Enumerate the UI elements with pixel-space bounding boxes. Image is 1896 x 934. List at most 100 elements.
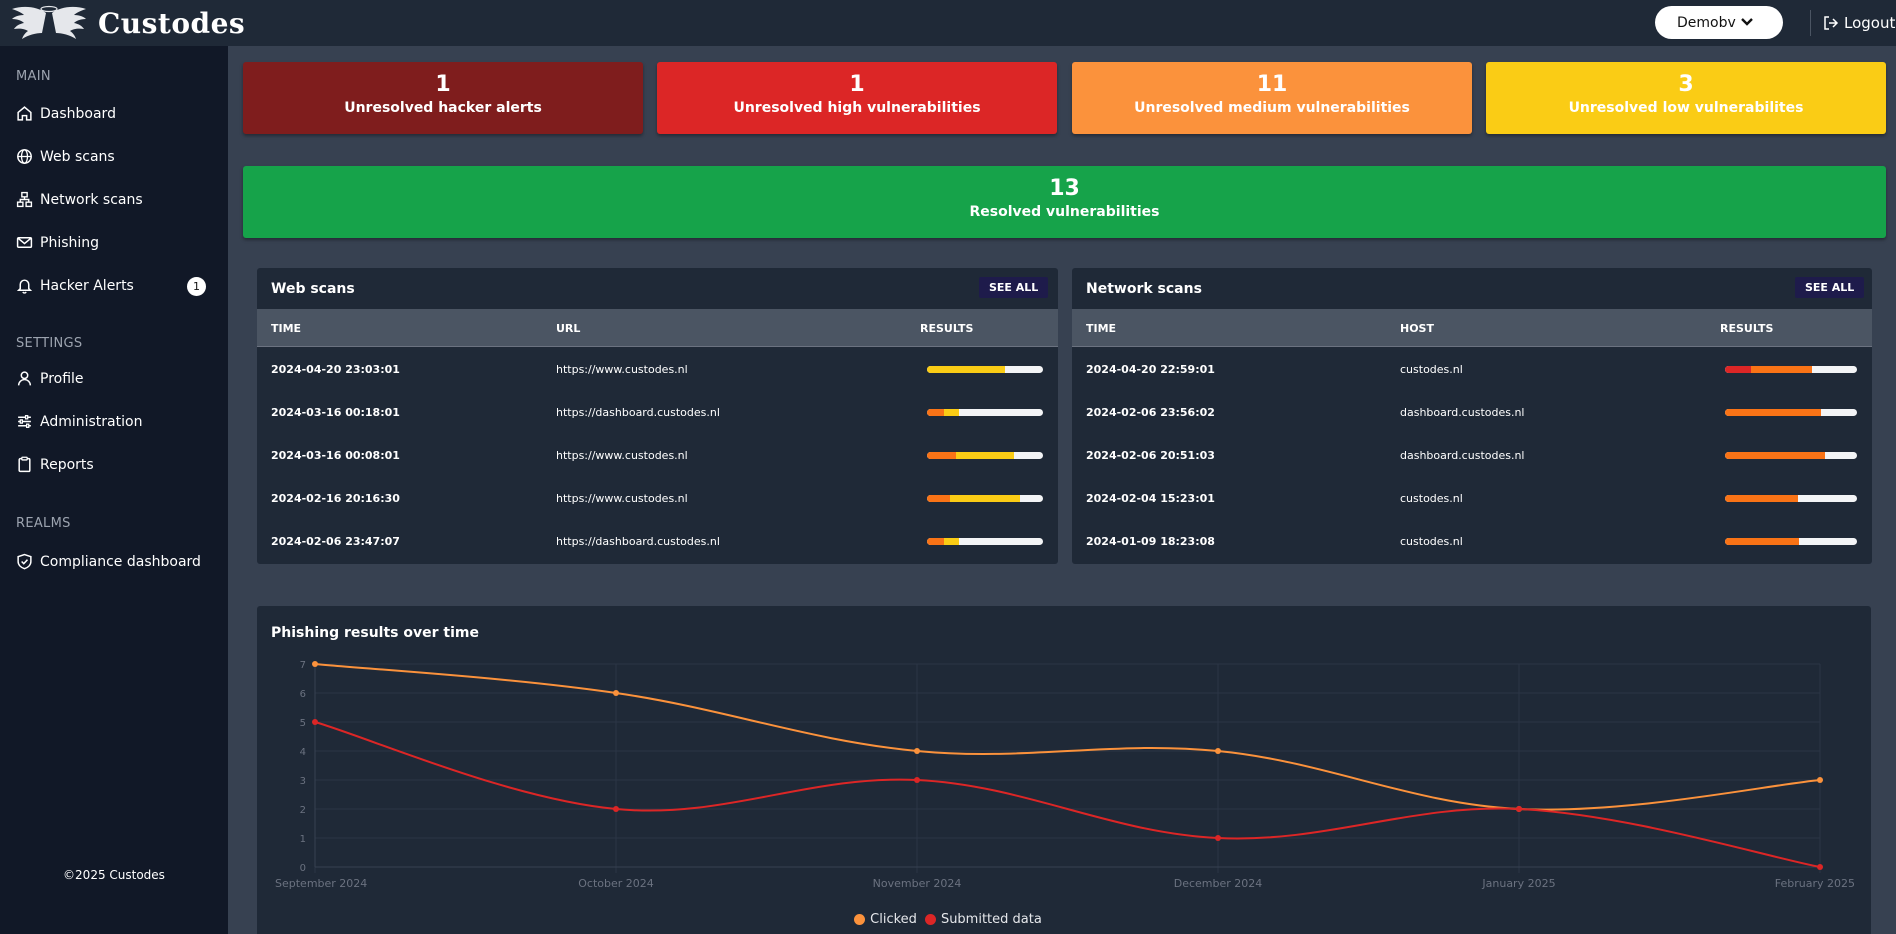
chart-legend: Clicked Submitted data bbox=[0, 912, 1896, 927]
chevron-down-icon bbox=[1741, 18, 1753, 26]
table-row[interactable]: 2024-01-09 18:23:08 custodes.nl bbox=[1072, 520, 1872, 563]
sidebar-item-profile[interactable]: Profile bbox=[0, 357, 228, 400]
column-header: TIME bbox=[1086, 322, 1117, 335]
realm-select[interactable]: Demobv bbox=[1655, 6, 1783, 39]
results-medium-segment bbox=[1725, 495, 1798, 502]
sidebar-item-label: Phishing bbox=[40, 234, 100, 251]
sidebar-item-phishing[interactable]: Phishing bbox=[0, 221, 228, 264]
web-scans-see-all-button[interactable]: SEE ALL bbox=[979, 277, 1049, 298]
table-row[interactable]: 2024-02-06 23:47:07 https://dashboard.cus… bbox=[257, 520, 1058, 563]
table-row[interactable]: 2024-02-06 20:51:03 dashboard.custodes.nl bbox=[1072, 434, 1872, 477]
network-icon bbox=[16, 191, 33, 208]
stat-label: Unresolved high vulnerabilities bbox=[733, 100, 981, 116]
sidebar-item-label: Compliance dashboard bbox=[40, 553, 201, 570]
results-bar bbox=[927, 409, 1043, 416]
hacker-alerts-badge: 1 bbox=[187, 277, 206, 296]
results-bar bbox=[1725, 409, 1857, 416]
column-header: URL bbox=[556, 322, 581, 335]
stat-value: 3 bbox=[1678, 72, 1694, 97]
table-row[interactable]: 2024-02-16 20:16:30 https://www.custodes.… bbox=[257, 477, 1058, 520]
scan-time: 2024-02-04 15:23:01 bbox=[1086, 492, 1215, 505]
results-medium-segment bbox=[927, 538, 945, 545]
table-header: TIME HOST RESULTS bbox=[1072, 309, 1872, 347]
results-medium-segment bbox=[927, 495, 951, 502]
shield-check-icon bbox=[17, 553, 32, 570]
home-icon bbox=[17, 106, 32, 121]
scan-host: custodes.nl bbox=[1400, 535, 1463, 548]
bell-icon bbox=[16, 279, 33, 294]
sliders-icon bbox=[18, 415, 31, 428]
sidebar-item-dashboard[interactable]: Dashboard bbox=[0, 92, 228, 135]
results-low-segment bbox=[944, 409, 960, 416]
sidebar-item-compliance-dashboard[interactable]: Compliance dashboard bbox=[0, 540, 228, 583]
scan-time: 2024-03-16 00:08:01 bbox=[271, 449, 400, 462]
sidebar-item-hacker-alerts[interactable]: Hacker Alerts 1 bbox=[0, 264, 228, 307]
legend-item-submitted-data[interactable]: Submitted data bbox=[924, 912, 1042, 927]
user-icon bbox=[17, 371, 32, 386]
sidebar-section-main: MAIN bbox=[16, 69, 51, 84]
sidebar: MAIN Dashboard Web scans Network scans P… bbox=[0, 46, 228, 934]
table-row[interactable]: 2024-04-20 22:59:01 custodes.nl bbox=[1072, 348, 1872, 391]
web-scans-panel: Web scans SEE ALL TIME URL RESULTS 2024-… bbox=[257, 268, 1058, 564]
sidebar-item-reports[interactable]: Reports bbox=[0, 443, 228, 486]
stat-card-hacker-alerts[interactable]: 1 Unresolved hacker alerts bbox=[243, 62, 643, 134]
logout-label: Logout bbox=[1844, 14, 1896, 32]
scan-host: dashboard.custodes.nl bbox=[1400, 406, 1525, 419]
stat-card-medium-vulnerabilities[interactable]: 11 Unresolved medium vulnerabilities bbox=[1072, 62, 1472, 134]
panel-title: Web scans bbox=[271, 281, 355, 297]
stat-value: 1 bbox=[849, 72, 865, 97]
scan-host: custodes.nl bbox=[1400, 363, 1463, 376]
network-scans-see-all-button[interactable]: SEE ALL bbox=[1795, 277, 1865, 298]
sidebar-item-label: Hacker Alerts bbox=[40, 277, 134, 294]
logout-icon bbox=[1824, 16, 1839, 30]
results-bar bbox=[927, 495, 1043, 502]
stat-label: Resolved vulnerabilities bbox=[969, 204, 1160, 220]
sidebar-item-label: Web scans bbox=[40, 148, 115, 165]
scan-host: custodes.nl bbox=[1400, 492, 1463, 505]
logout-button[interactable]: Logout bbox=[1810, 10, 1895, 36]
table-row[interactable]: 2024-02-06 23:56:02 dashboard.custodes.nl bbox=[1072, 391, 1872, 434]
legend-label: Clicked bbox=[870, 912, 917, 927]
results-bar bbox=[1725, 538, 1857, 545]
scan-host: dashboard.custodes.nl bbox=[1400, 449, 1525, 462]
sidebar-item-label: Reports bbox=[40, 456, 94, 473]
sidebar-item-administration[interactable]: Administration bbox=[0, 400, 228, 443]
globe-icon bbox=[17, 149, 32, 164]
stat-card-resolved-vulnerabilities[interactable]: 13 Resolved vulnerabilities bbox=[243, 166, 1886, 238]
scan-time: 2024-02-06 23:56:02 bbox=[1086, 406, 1215, 419]
panel-title: Network scans bbox=[1086, 281, 1202, 297]
chart-title: Phishing results over time bbox=[271, 625, 479, 641]
results-high-segment bbox=[1725, 366, 1752, 373]
brand-logo[interactable]: Custodes bbox=[10, 3, 245, 43]
copyright: ©2025 Custodes bbox=[63, 868, 165, 882]
top-bar: Custodes Demobv Logout bbox=[0, 0, 1896, 46]
scan-time: 2024-03-16 00:18:01 bbox=[271, 406, 400, 419]
stat-card-low-vulnerabilities[interactable]: 3 Unresolved low vulnerabilites bbox=[1486, 62, 1886, 134]
table-row[interactable]: 2024-04-20 23:03:01 https://www.custodes.… bbox=[257, 348, 1058, 391]
results-bar bbox=[927, 366, 1043, 373]
sidebar-item-web-scans[interactable]: Web scans bbox=[0, 135, 228, 178]
results-low-segment bbox=[950, 495, 1020, 502]
scan-time: 2024-04-20 23:03:01 bbox=[271, 363, 400, 376]
network-scans-panel: Network scans SEE ALL TIME HOST RESULTS … bbox=[1072, 268, 1872, 564]
sidebar-section-realms: REALMS bbox=[16, 516, 71, 531]
scan-time: 2024-04-20 22:59:01 bbox=[1086, 363, 1215, 376]
phishing-chart-panel: Phishing results over time bbox=[257, 606, 1871, 934]
results-bar bbox=[927, 452, 1043, 459]
table-row[interactable]: 2024-03-16 00:18:01 https://dashboard.cus… bbox=[257, 391, 1058, 434]
sidebar-item-network-scans[interactable]: Network scans bbox=[0, 178, 228, 221]
column-header: TIME bbox=[271, 322, 302, 335]
table-row[interactable]: 2024-03-16 00:08:01 https://www.custodes.… bbox=[257, 434, 1058, 477]
brand-name: Custodes bbox=[98, 6, 246, 40]
results-medium-segment bbox=[1725, 538, 1799, 545]
sidebar-item-label: Dashboard bbox=[40, 105, 116, 122]
results-bar bbox=[1725, 495, 1857, 502]
stat-card-high-vulnerabilities[interactable]: 1 Unresolved high vulnerabilities bbox=[657, 62, 1057, 134]
mail-icon bbox=[16, 236, 33, 249]
legend-item-clicked[interactable]: Clicked bbox=[854, 912, 917, 927]
table-row[interactable]: 2024-02-04 15:23:01 custodes.nl bbox=[1072, 477, 1872, 520]
wings-logo-icon bbox=[12, 5, 86, 39]
results-low-segment bbox=[956, 452, 1014, 459]
sidebar-item-label: Profile bbox=[40, 370, 84, 387]
stat-value: 13 bbox=[1049, 176, 1080, 201]
